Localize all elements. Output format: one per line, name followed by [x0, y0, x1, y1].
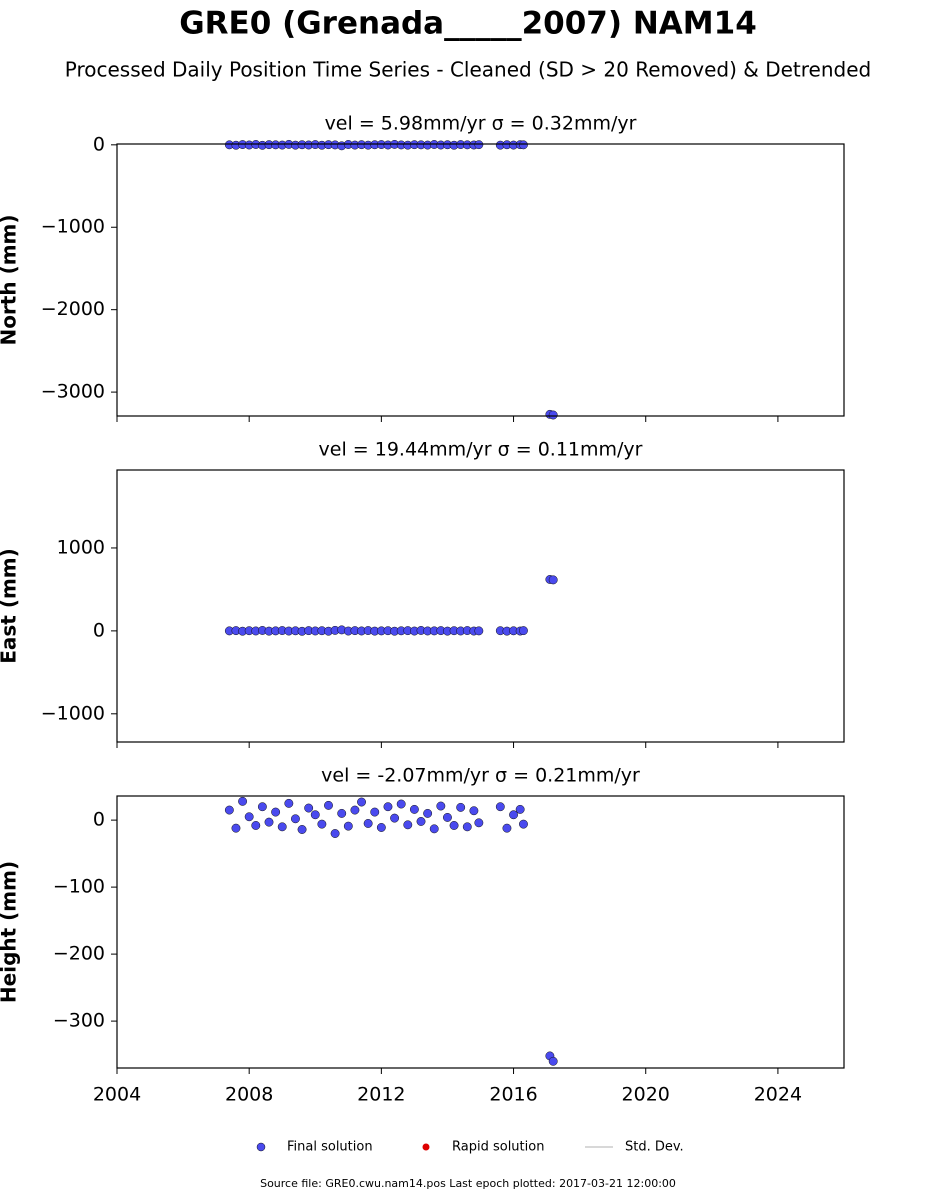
y-tick-label: −100	[53, 876, 105, 898]
data-point	[238, 796, 248, 806]
y-axis-label: Height (mm)	[0, 861, 21, 1003]
data-point	[548, 575, 558, 585]
data-point	[337, 808, 347, 818]
figure-title: GRE0 (Grenada_____2007) NAM14	[179, 6, 757, 42]
plot-frame	[116, 143, 845, 417]
data-point	[548, 410, 558, 420]
legend-marker	[422, 1143, 430, 1151]
data-point	[515, 804, 525, 814]
data-point	[271, 807, 281, 817]
data-point	[277, 822, 287, 832]
panel-title: vel = 19.44mm/yr σ = 0.11mm/yr	[319, 439, 643, 461]
data-point	[449, 821, 459, 830]
data-point	[519, 140, 528, 150]
y-tick-label: 0	[93, 619, 105, 641]
y-axis-label: East (mm)	[0, 548, 21, 664]
data-point	[509, 810, 518, 820]
figure-subtitle: Processed Daily Position Time Series - C…	[65, 58, 871, 82]
data-point	[429, 824, 439, 834]
data-point	[330, 829, 340, 838]
data-point	[310, 810, 320, 820]
data-point	[350, 805, 360, 815]
data-point	[390, 813, 400, 823]
data-point	[443, 812, 452, 822]
data-point	[462, 822, 472, 832]
data-point	[409, 804, 419, 814]
data-point	[436, 801, 446, 811]
data-point	[519, 626, 528, 636]
data-point	[257, 802, 267, 812]
data-point	[396, 799, 406, 809]
data-point	[284, 798, 294, 808]
x-tick-label: 2008	[225, 1084, 273, 1106]
y-tick-label: −200	[53, 943, 105, 965]
x-tick-label: 2020	[622, 1084, 670, 1106]
data-point	[343, 821, 353, 831]
legend-label: Std. Dev.	[625, 1140, 684, 1155]
data-point	[383, 802, 393, 812]
y-tick-label: −300	[53, 1010, 105, 1032]
y-tick-label: 0	[93, 809, 105, 831]
plot-frame	[116, 795, 845, 1069]
data-point	[403, 820, 413, 830]
data-point	[495, 802, 505, 812]
data-point	[264, 817, 274, 827]
data-point	[474, 818, 484, 828]
data-point	[502, 823, 512, 833]
y-axis-label: North (mm)	[0, 214, 21, 345]
data-point	[548, 1056, 558, 1066]
legend-label: Final solution	[287, 1140, 373, 1155]
data-point	[370, 807, 380, 817]
data-point	[290, 814, 300, 824]
data-point	[317, 819, 327, 829]
panel-title: vel = 5.98mm/yr σ = 0.32mm/yr	[325, 113, 637, 135]
data-point	[519, 819, 528, 829]
data-point	[474, 626, 484, 636]
plot-frame	[116, 469, 845, 743]
data-point	[304, 803, 314, 813]
y-tick-label: −2000	[41, 298, 105, 320]
data-point	[357, 797, 366, 807]
data-point	[469, 806, 479, 816]
data-point	[363, 819, 373, 828]
y-tick-label: −3000	[41, 381, 105, 403]
data-point	[231, 823, 241, 833]
data-point	[224, 805, 234, 815]
x-tick-label: 2016	[489, 1084, 537, 1106]
data-point	[376, 823, 386, 832]
footer: Source file: GRE0.cwu.nam14.pos Last epo…	[260, 1177, 676, 1190]
data-point	[244, 812, 254, 822]
x-tick-label: 2012	[357, 1084, 405, 1106]
data-point	[416, 817, 426, 826]
data-point	[324, 800, 333, 810]
legend-marker	[256, 1142, 266, 1152]
y-tick-label: 1000	[57, 536, 105, 558]
x-tick-label: 2024	[754, 1084, 802, 1106]
data-point	[474, 140, 484, 150]
y-tick-label: −1000	[41, 702, 105, 724]
legend-label: Rapid solution	[452, 1140, 544, 1155]
data-point	[456, 802, 466, 812]
y-tick-label: −1000	[41, 216, 105, 238]
data-point	[423, 808, 433, 818]
data-point	[251, 821, 261, 830]
panel-title: vel = -2.07mm/yr σ = 0.21mm/yr	[321, 765, 640, 787]
y-tick-label: 0	[93, 133, 105, 155]
x-tick-label: 2004	[93, 1084, 141, 1106]
data-point	[297, 825, 307, 834]
